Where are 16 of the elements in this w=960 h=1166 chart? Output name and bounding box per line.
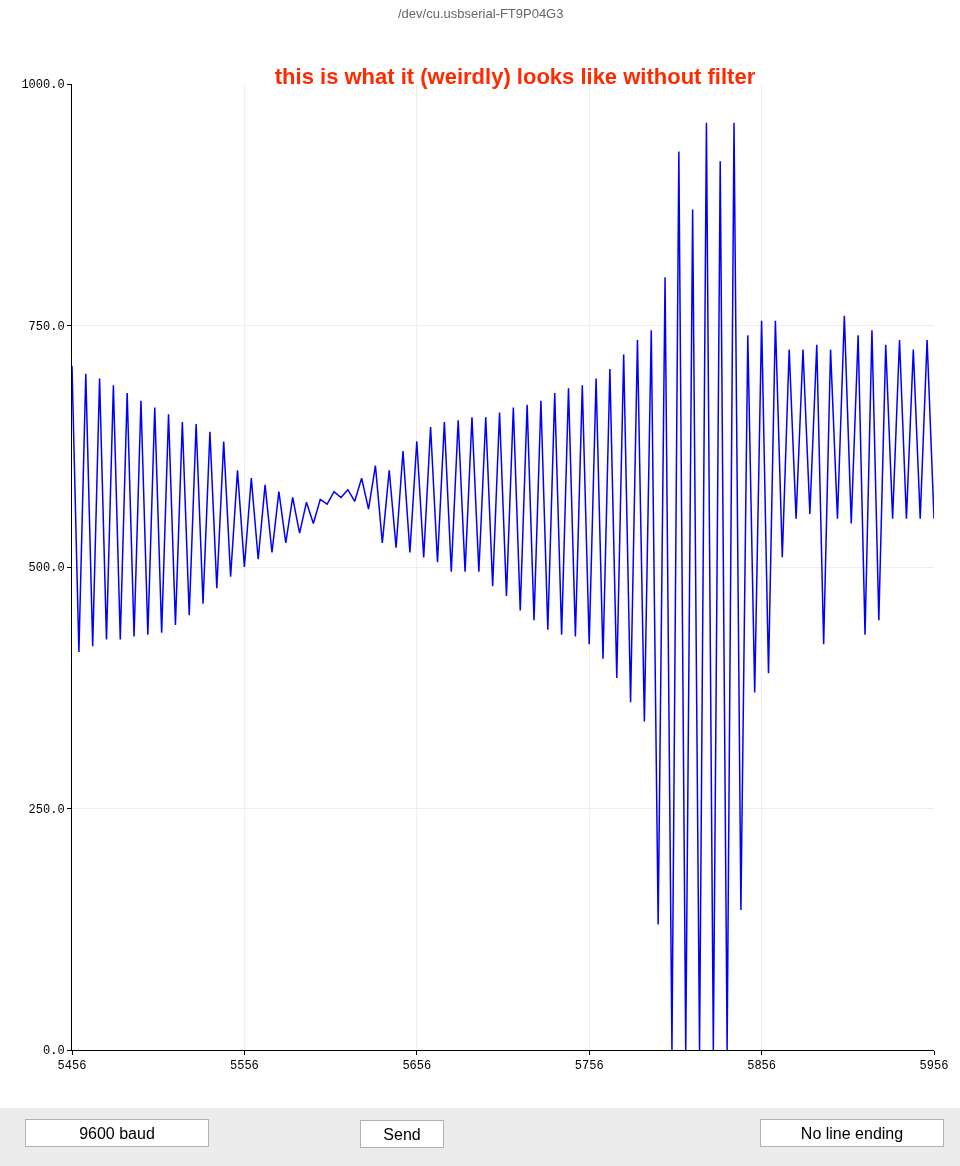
x-tick-label: 5956: [919, 1059, 949, 1074]
y-tick-label: 0.0: [42, 1044, 65, 1059]
x-tick-label: 5656: [402, 1059, 432, 1074]
chart-title: this is what it (weirdly) looks like without filter: [274, 63, 756, 89]
x-tick-label: 5556: [229, 1059, 259, 1074]
x-tick-label: 5456: [57, 1059, 87, 1074]
y-tick-label: 1000.0: [21, 78, 65, 93]
text: Send: [383, 1125, 421, 1143]
text: 9600 baud: [79, 1124, 155, 1142]
x-tick-label: 5856: [747, 1059, 777, 1074]
y-tick-label: 500.0: [28, 561, 65, 576]
text: /dev/cu.usbserial-FT9P04G3: [398, 6, 564, 21]
y-tick-label: 750.0: [28, 319, 65, 334]
y-tick-label: 250.0: [28, 802, 65, 817]
text: No line ending: [800, 1124, 904, 1142]
x-tick-label: 5756: [574, 1059, 604, 1074]
